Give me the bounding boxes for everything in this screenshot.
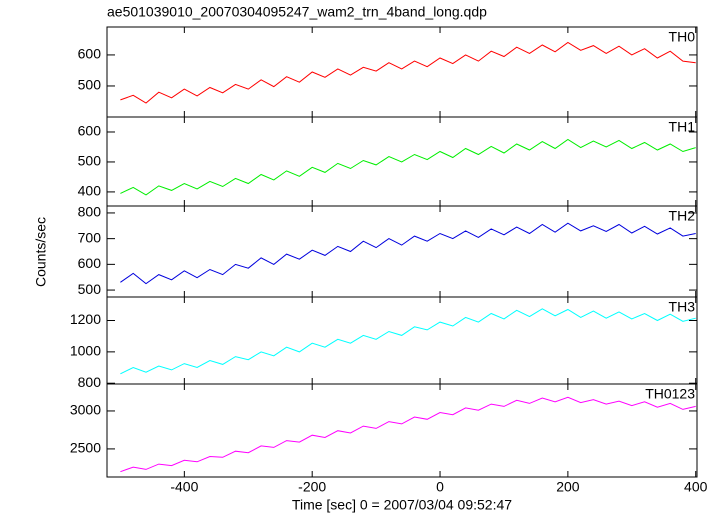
data-line <box>120 308 696 375</box>
y-tick-label: 600 <box>78 255 102 271</box>
panel-frame <box>106 383 698 478</box>
x-axis-label: Time [sec] 0 = 2007/03/04 09:52:47 <box>292 497 512 513</box>
x-tick-label: -400 <box>170 479 198 495</box>
y-tick-label: 800 <box>78 374 102 390</box>
y-tick-label: 3000 <box>70 402 101 418</box>
y-tick-label: 500 <box>78 281 102 297</box>
x-tick-label: 0 <box>436 479 444 495</box>
data-line <box>120 138 696 196</box>
panel-frame <box>106 205 698 298</box>
y-tick-label: 400 <box>78 183 102 199</box>
y-tick-label: 500 <box>78 77 102 93</box>
x-tick-label: -200 <box>298 479 326 495</box>
series-label: TH1 <box>669 119 696 135</box>
data-line <box>120 41 696 104</box>
series-label: TH3 <box>669 299 696 315</box>
chart-title: ae501039010_20070304095247_wam2_trn_4ban… <box>107 4 487 20</box>
y-tick-label: 700 <box>78 229 102 245</box>
series-label: TH0 <box>669 29 696 45</box>
series-label: TH2 <box>669 208 696 224</box>
x-tick-label: 200 <box>556 479 580 495</box>
y-tick-label: 1000 <box>70 343 101 359</box>
series-label: TH0123 <box>645 386 695 402</box>
data-line <box>120 396 696 473</box>
y-tick-label: 2500 <box>70 440 101 456</box>
y-tick-label: 1200 <box>70 311 101 327</box>
x-tick-label: 400 <box>684 479 708 495</box>
data-line <box>120 222 696 285</box>
y-tick-label: 600 <box>78 46 102 62</box>
y-tick-label: 600 <box>78 123 102 139</box>
y-axis-label: Counts/sec <box>33 217 49 287</box>
panel-frame <box>106 296 698 385</box>
panel-frame <box>106 26 698 118</box>
y-tick-label: 800 <box>78 204 102 220</box>
y-tick-label: 500 <box>78 153 102 169</box>
